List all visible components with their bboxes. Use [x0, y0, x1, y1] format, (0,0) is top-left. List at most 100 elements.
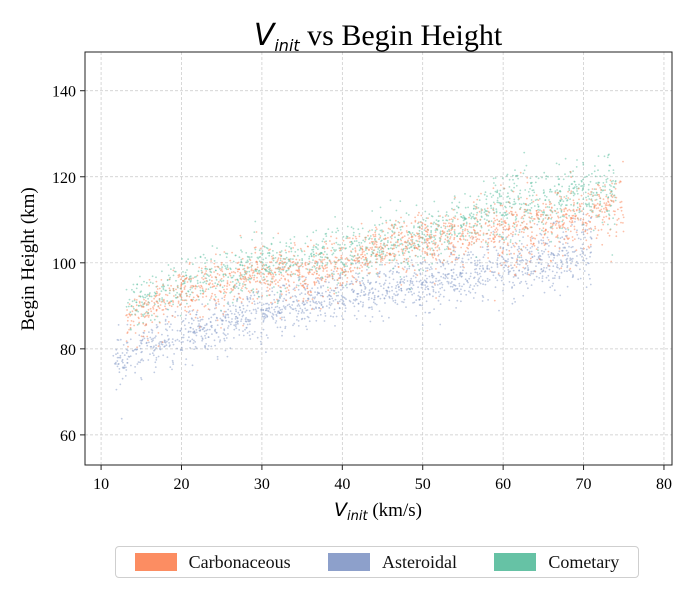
scatter-point — [472, 226, 475, 229]
scatter-point — [182, 334, 185, 336]
scatter-point — [211, 333, 213, 335]
scatter-point — [436, 245, 439, 248]
scatter-point — [605, 215, 608, 218]
scatter-point — [314, 291, 316, 293]
scatter-point — [613, 213, 616, 216]
scatter-point — [397, 262, 400, 265]
scatter-point — [572, 170, 574, 173]
scatter-point — [597, 207, 600, 209]
scatter-point — [292, 247, 294, 249]
scatter-point — [210, 316, 213, 319]
scatter-point — [354, 249, 357, 252]
scatter-point — [207, 308, 210, 310]
scatter-point — [272, 313, 275, 316]
scatter-point — [419, 272, 422, 275]
scatter-point — [492, 208, 494, 211]
scatter-point — [423, 296, 426, 298]
scatter-point — [352, 299, 355, 301]
scatter-point — [316, 279, 319, 282]
scatter-point — [418, 249, 421, 251]
scatter-point — [520, 259, 522, 262]
scatter-point — [487, 257, 489, 259]
scatter-point — [199, 316, 202, 319]
scatter-point — [296, 300, 299, 303]
scatter-point — [530, 217, 533, 220]
scatter-point — [166, 356, 169, 359]
scatter-point — [419, 268, 422, 270]
scatter-point — [605, 204, 608, 207]
grid — [85, 52, 672, 465]
scatter-point — [542, 230, 545, 233]
scatter-point — [517, 250, 520, 253]
scatter-point — [614, 187, 617, 190]
scatter-point — [330, 235, 332, 238]
scatter-point — [331, 277, 334, 280]
scatter-point — [438, 225, 440, 227]
scatter-point — [541, 229, 543, 232]
scatter-point — [397, 238, 399, 241]
scatter-point — [202, 296, 204, 298]
scatter-point — [221, 270, 224, 273]
scatter-point — [526, 248, 529, 251]
scatter-point — [505, 238, 507, 240]
scatter-point — [375, 226, 377, 229]
scatter-point — [406, 247, 408, 250]
scatter-point — [237, 323, 239, 325]
scatter-point — [441, 243, 443, 246]
scatter-point — [188, 278, 190, 281]
scatter-point — [482, 256, 485, 259]
scatter-point — [161, 270, 163, 273]
scatter-point — [486, 207, 489, 210]
scatter-point — [585, 263, 588, 266]
scatter-point — [585, 199, 588, 201]
scatter-point — [415, 299, 418, 301]
scatter-point — [468, 253, 471, 256]
scatter-point — [570, 176, 573, 179]
scatter-point — [170, 305, 173, 308]
scatter-point — [134, 309, 137, 312]
scatter-point — [269, 280, 272, 283]
scatter-point — [326, 247, 329, 250]
scatter-point — [227, 333, 229, 335]
scatter-point — [607, 200, 609, 203]
scatter-point — [126, 323, 129, 326]
scatter-point — [519, 282, 521, 285]
scatter-point — [385, 219, 387, 222]
scatter-point — [573, 238, 576, 241]
scatter-point — [572, 239, 574, 242]
scatter-point — [378, 251, 381, 254]
scatter-point — [240, 258, 243, 261]
scatter-point — [301, 258, 303, 260]
scatter-point — [606, 156, 609, 159]
scatter-point — [369, 271, 371, 274]
scatter-point — [134, 366, 137, 368]
scatter-point — [219, 283, 222, 286]
scatter-point — [472, 201, 475, 204]
scatter-point — [198, 298, 200, 301]
scatter-point — [452, 268, 455, 271]
scatter-point — [152, 306, 154, 309]
scatter-point — [473, 217, 475, 220]
scatter-point — [354, 278, 357, 281]
scatter-point — [398, 285, 400, 288]
scatter-point — [260, 343, 262, 346]
scatter-point — [415, 247, 417, 249]
scatter-point — [569, 209, 572, 212]
scatter-point — [353, 240, 356, 243]
scatter-point — [367, 262, 369, 265]
scatter-point — [238, 306, 241, 309]
scatter-point — [612, 194, 615, 197]
scatter-point — [139, 304, 142, 307]
scatter-point — [527, 269, 529, 272]
scatter-point — [380, 246, 383, 249]
scatter-point — [577, 278, 580, 281]
scatter-point — [538, 227, 541, 230]
scatter-point — [563, 246, 566, 249]
scatter-point — [483, 271, 486, 273]
scatter-point — [163, 339, 166, 342]
scatter-point — [405, 230, 408, 232]
scatter-point — [427, 287, 429, 290]
scatter-point — [352, 269, 354, 272]
scatter-point — [597, 181, 600, 184]
scatter-point — [525, 258, 527, 261]
